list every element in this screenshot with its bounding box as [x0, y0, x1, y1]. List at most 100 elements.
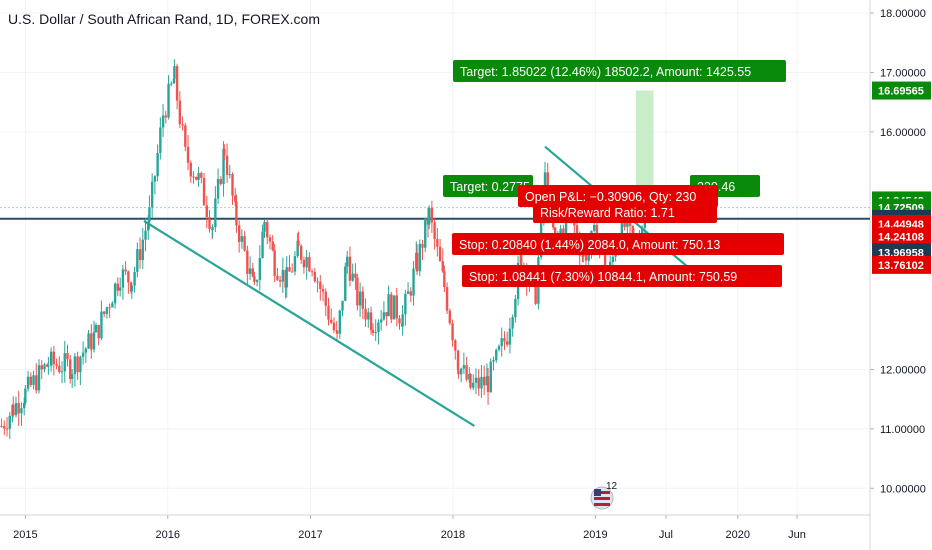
candle-body [195, 176, 198, 180]
candle-body [520, 251, 523, 267]
candle-body [253, 276, 256, 282]
candle-body [90, 333, 93, 350]
candle-body [35, 375, 38, 391]
candle-body [14, 403, 18, 416]
stop-box-2[interactable]: Stop: 1.08441 (7.30%) 10844.1, Amount: 7… [462, 265, 782, 287]
candle-body [200, 172, 203, 178]
candle-body [441, 261, 445, 272]
target-box-short-left-label: Target: 0.2775 [450, 180, 530, 194]
candle-body [251, 268, 255, 277]
candle-body [462, 365, 466, 369]
candle-body [266, 221, 269, 238]
price-label-bg [872, 81, 931, 100]
candle-body [436, 238, 439, 247]
candle-body [427, 208, 431, 225]
candle-body [175, 66, 179, 101]
candle-body [456, 350, 460, 371]
candle-body [401, 314, 404, 327]
candle-body [418, 243, 421, 272]
candle-body [398, 318, 401, 324]
candle-body [197, 172, 200, 180]
candle-body [20, 408, 23, 414]
position-annotations[interactable]: Target: 1.85022 (12.46%) 18502.2, Amount… [443, 60, 786, 287]
candle-body [474, 377, 478, 383]
stop-box-1-label: Stop: 0.20840 (1.44%) 2084.0, Amount: 75… [459, 238, 720, 252]
candle-body [84, 348, 88, 353]
candle-body [184, 125, 187, 147]
candle-body [543, 172, 547, 194]
target-box-main-label: Target: 1.85022 (12.46%) 18502.2, Amount… [460, 65, 751, 79]
candle-body [316, 281, 319, 283]
candle-body [296, 240, 299, 257]
candle-body [235, 201, 238, 226]
candle-body [130, 285, 134, 292]
candle-body [341, 300, 344, 311]
stop-box-1[interactable]: Stop: 0.20840 (1.44%) 2084.0, Amount: 75… [452, 233, 784, 255]
target-box-main[interactable]: Target: 1.85022 (12.46%) 18502.2, Amount… [453, 60, 786, 82]
candle-body [281, 270, 285, 282]
flag-stripe-1 [594, 491, 610, 494]
candle-body [361, 291, 365, 309]
candle-body [225, 155, 229, 175]
candle-body [94, 324, 98, 333]
candle-body [404, 293, 407, 315]
candle-body [87, 333, 90, 349]
candle-body [424, 218, 427, 248]
candle-body [111, 303, 114, 308]
candle-body [37, 365, 41, 391]
candle-body [421, 243, 424, 248]
risk-reward-box-label: Risk/Reward Ratio: 1.71 [540, 206, 675, 220]
target-box-main-bg [453, 60, 786, 82]
candle-body [205, 205, 208, 218]
candle-body [156, 152, 159, 177]
candle-body [451, 323, 454, 341]
candle-body [138, 249, 142, 261]
stop-box-2-label: Stop: 1.08441 (7.30%) 10844.1, Amount: 7… [469, 270, 737, 284]
candle-body [105, 307, 109, 314]
candle-body [261, 231, 264, 258]
candle-body [482, 376, 486, 386]
candle-body [153, 176, 157, 182]
open-pnl-box[interactable]: Open P&L: −0.30906, Qty: 230 [518, 185, 718, 207]
candle-body [133, 271, 136, 286]
candle-body [457, 370, 460, 375]
candle-body [497, 346, 501, 350]
events-count: 12 [606, 481, 618, 492]
time-tick-label: 2016 [156, 529, 180, 541]
price-label-text: 14.24108 [878, 231, 924, 243]
candle-body [24, 388, 27, 403]
descending-trendline-lower[interactable] [143, 220, 475, 427]
candle-body [433, 222, 436, 239]
candle-body [181, 124, 184, 126]
candle-body [258, 257, 262, 280]
events-badge[interactable]: 12 [590, 481, 618, 510]
candle-body [382, 312, 386, 320]
candle-body [344, 266, 347, 301]
flag-canton [594, 489, 601, 496]
candle-body [22, 402, 26, 409]
candle-body [43, 364, 46, 370]
candle-body [12, 405, 15, 416]
candle-body [338, 310, 342, 334]
price-tick-label: 12.00000 [880, 364, 926, 376]
candle-body [189, 162, 192, 177]
stop-box-1-bg [452, 233, 784, 255]
candle-body [364, 308, 367, 320]
candle-body [377, 322, 380, 333]
candle-body [367, 312, 370, 320]
candle-body [354, 273, 357, 278]
candle-body [611, 256, 615, 262]
candle-body [69, 359, 72, 379]
risk-reward-box[interactable]: Risk/Reward Ratio: 1.71 [533, 203, 717, 223]
flag-stripe-3 [594, 503, 610, 506]
candle-body [113, 283, 117, 304]
candle-body [178, 100, 182, 125]
candle-body [216, 178, 220, 199]
candle-body [32, 375, 35, 385]
candle-body [173, 66, 176, 79]
target-box-short-left[interactable]: Target: 0.2775 [443, 175, 533, 197]
candle-body [192, 176, 195, 178]
candle-body [46, 364, 49, 367]
